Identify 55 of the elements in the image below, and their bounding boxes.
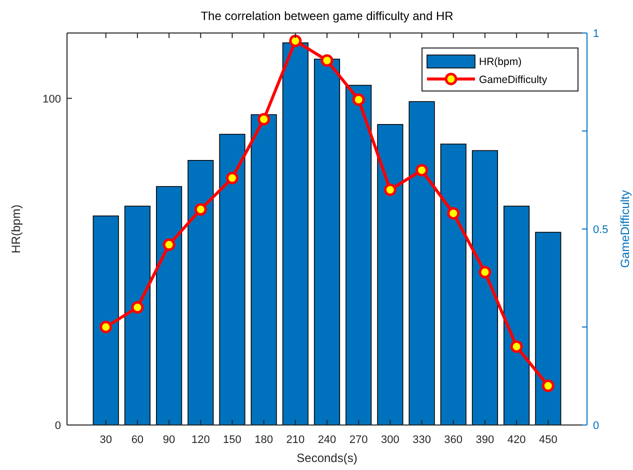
bar [92, 216, 119, 426]
bar [250, 114, 277, 426]
bar [124, 206, 150, 426]
point [100, 320, 112, 334]
bar [377, 124, 404, 426]
bar [472, 150, 498, 426]
point [416, 164, 428, 176]
x-tick-label: 60 [131, 434, 144, 446]
bar [504, 206, 530, 426]
y2-tick-label: 0.5 [593, 224, 608, 236]
x-axis-title: Seconds(s) [296, 451, 358, 465]
y-tick-label: 100 [42, 93, 61, 106]
y2-axis-title: GameDifficulty [618, 190, 632, 268]
point [447, 207, 460, 220]
chart-title: The correlation between game difficulty and HR [200, 9, 454, 23]
x-tick-label: 420 [507, 434, 526, 446]
x-tick-label: 150 [223, 434, 242, 446]
point [320, 54, 334, 67]
bar [219, 134, 246, 426]
point [352, 93, 365, 106]
x-tick-label: 210 [286, 434, 305, 446]
point [194, 203, 207, 216]
x-tick-label: 90 [162, 434, 176, 446]
point [510, 340, 523, 353]
point [542, 380, 554, 392]
bar [535, 232, 562, 426]
point [478, 266, 492, 278]
point [162, 238, 176, 251]
point [258, 112, 270, 126]
x-tick-label: 180 [254, 434, 273, 446]
point [384, 184, 396, 196]
x-tick-label: 360 [444, 434, 463, 446]
y2-tick-label: 0 [593, 420, 600, 432]
x-tick-label: 270 [349, 434, 368, 446]
y2-tick-label: 1 [593, 28, 600, 40]
bar [282, 42, 308, 426]
legend-label: HR(bpm) [479, 56, 522, 68]
legend-label: GameDifficulty [479, 74, 548, 86]
bar [346, 84, 372, 426]
point [226, 172, 238, 184]
bar [156, 186, 182, 426]
x-tick-label: 240 [318, 434, 336, 446]
x-tick-label: 120 [191, 434, 210, 446]
x-tick-label: 450 [538, 434, 558, 446]
y-axis-title: HR(bpm) [9, 204, 23, 254]
bar [440, 144, 466, 426]
point [131, 301, 144, 314]
point [289, 34, 302, 48]
bar [408, 101, 435, 426]
x-tick-label: 300 [381, 434, 400, 446]
bar [314, 58, 340, 426]
bar [188, 160, 214, 426]
x-tick-label: 330 [412, 434, 431, 446]
x-tick-label: 390 [476, 434, 494, 446]
x-tick-label: 30 [100, 434, 112, 446]
